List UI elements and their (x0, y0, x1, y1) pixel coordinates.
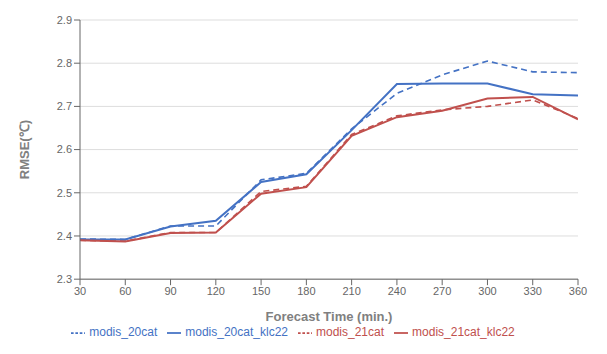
svg-text:30: 30 (74, 285, 86, 297)
svg-text:2.5: 2.5 (57, 187, 72, 199)
svg-text:2.7: 2.7 (57, 100, 72, 112)
svg-text:2.3: 2.3 (57, 273, 72, 285)
svg-text:240: 240 (388, 285, 406, 297)
svg-text:2.9: 2.9 (57, 14, 72, 26)
svg-text:210: 210 (342, 285, 360, 297)
svg-text:60: 60 (119, 285, 131, 297)
svg-text:360: 360 (569, 285, 587, 297)
html-text:modis_20cat_klc22: modis_20cat_klc22 (185, 325, 288, 340)
svg-text:270: 270 (433, 285, 451, 297)
svg-text:2.8: 2.8 (57, 57, 72, 69)
html-text:modis_20cat: modis_20cat (89, 325, 158, 340)
svg-text:2.6: 2.6 (57, 143, 72, 155)
svg-text:300: 300 (478, 285, 496, 297)
svg-text:90: 90 (164, 285, 176, 297)
svg-text:2.4: 2.4 (57, 230, 72, 242)
svg-text:120: 120 (207, 285, 225, 297)
svg-text:180: 180 (297, 285, 315, 297)
svg-text:RMSE(℃): RMSE(℃) (17, 120, 32, 179)
html-text:modis_21cat: modis_21cat (316, 325, 384, 340)
svg-text:330: 330 (524, 285, 542, 297)
svg-text:Forecast Time (min.): Forecast Time (min.) (266, 309, 393, 324)
svg-text:150: 150 (252, 285, 270, 297)
html-text:modis_21cat_klc22: modis_21cat_klc22 (412, 325, 515, 340)
